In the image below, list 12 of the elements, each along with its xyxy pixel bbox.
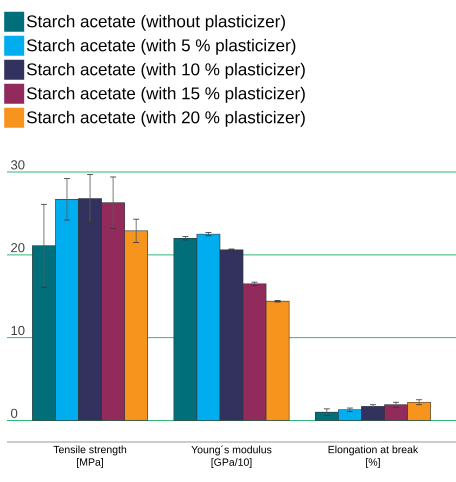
x-tick-label: Tensile strength [MPa] <box>54 446 126 468</box>
legend-label: Starch acetate (with 10 % plasticizer) <box>26 62 305 79</box>
y-tick-label: 0 <box>11 408 18 418</box>
y-tick-label: 10 <box>12 326 24 336</box>
legend-label: Starch acetate (with 15 % plasticizer) <box>26 86 305 103</box>
legend-label: Starch acetate (with 5 % plasticizer) <box>26 38 296 55</box>
x-tick-label: Elongation at break [%] <box>328 446 418 468</box>
legend-label: Starch acetate (without plasticizer) <box>26 14 285 31</box>
y-tick-label: 30 <box>11 160 24 170</box>
legend-label: Starch acetate (with 20 % plasticizer) <box>26 110 305 127</box>
x-tick-label: Young´s modulus [GPa/10] <box>191 446 272 468</box>
y-tick-label: 20 <box>11 243 24 252</box>
